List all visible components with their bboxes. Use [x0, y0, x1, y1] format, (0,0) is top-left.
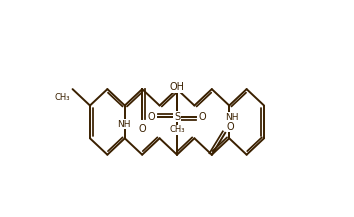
- Text: NH: NH: [225, 113, 239, 122]
- Text: O: O: [138, 124, 146, 134]
- Text: NH: NH: [117, 120, 130, 129]
- Text: CH₃: CH₃: [169, 125, 185, 134]
- Text: O: O: [226, 122, 234, 132]
- Text: CH₃: CH₃: [54, 93, 69, 102]
- Text: OH: OH: [170, 82, 184, 92]
- Text: S: S: [174, 112, 180, 122]
- Text: O: O: [148, 112, 155, 122]
- Text: O: O: [199, 112, 206, 122]
